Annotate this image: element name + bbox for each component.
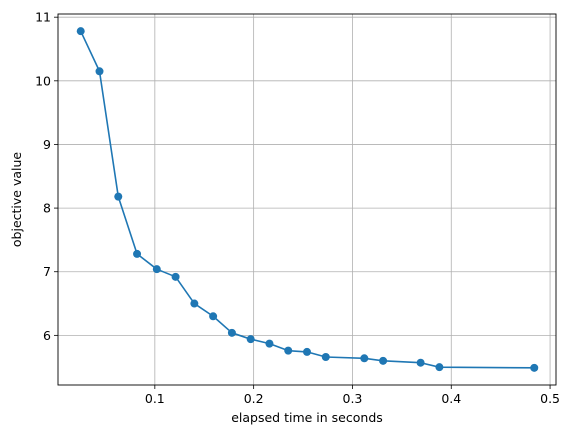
series-line: [80, 30, 535, 369]
ticks: 0.1 0.2 0.3 0.4 0.5 6 7 8 9 10 11: [35, 10, 560, 406]
data-point: [284, 346, 293, 355]
data-point: [114, 192, 123, 201]
data-point: [303, 347, 311, 356]
data-point: [190, 299, 199, 308]
y-tick-label: 11: [35, 10, 51, 25]
data-point: [416, 358, 425, 367]
plot-area: [76, 27, 539, 372]
y-tick-label: 10: [35, 73, 51, 88]
data-point: [435, 363, 444, 372]
x-tick-label: 0.2: [244, 391, 264, 406]
data-point: [209, 312, 218, 321]
data-point: [265, 339, 274, 348]
data-point: [321, 353, 330, 361]
y-tick-label: 6: [43, 328, 51, 343]
data-point: [133, 249, 142, 258]
data-point: [530, 363, 539, 372]
y-tick-label: 7: [43, 264, 51, 279]
x-tick-label: 0.3: [343, 391, 363, 406]
y-tick-label: 8: [43, 201, 51, 216]
data-point: [171, 272, 180, 281]
axes-frame: [57, 13, 557, 386]
x-axis-label: elapsed time in seconds: [231, 410, 383, 425]
x-tick-label: 0.5: [540, 391, 560, 406]
data-point: [360, 354, 369, 363]
x-tick-label: 0.4: [441, 391, 461, 406]
data-point: [95, 67, 104, 76]
data-point: [379, 356, 388, 365]
data-point: [227, 328, 236, 337]
y-tick-label: 9: [43, 137, 51, 152]
data-point: [152, 265, 161, 274]
y-axis-label: objective value: [9, 152, 24, 248]
x-tick-label: 0.1: [145, 391, 165, 406]
grid-lines: [58, 14, 556, 385]
data-point: [76, 27, 85, 36]
data-point: [246, 335, 255, 344]
